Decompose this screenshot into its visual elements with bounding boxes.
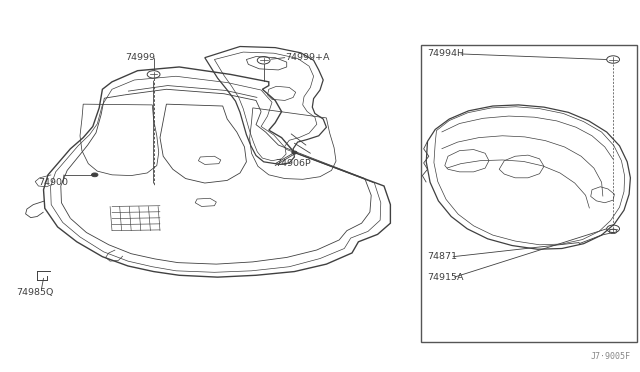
Text: 74906P: 74906P [275, 159, 311, 168]
Text: 74900: 74900 [38, 178, 68, 187]
Text: 74915A: 74915A [428, 273, 464, 282]
Text: 74871: 74871 [428, 252, 458, 261]
Bar [421, 45, 637, 342]
Circle shape [92, 173, 98, 177]
Text: J7·9005F: J7·9005F [590, 352, 630, 361]
Text: 74985Q: 74985Q [16, 288, 53, 296]
Circle shape [292, 151, 297, 154]
Text: 74999+A: 74999+A [285, 53, 330, 62]
Text: 74999: 74999 [125, 53, 155, 62]
Text: 74994H: 74994H [428, 49, 465, 58]
